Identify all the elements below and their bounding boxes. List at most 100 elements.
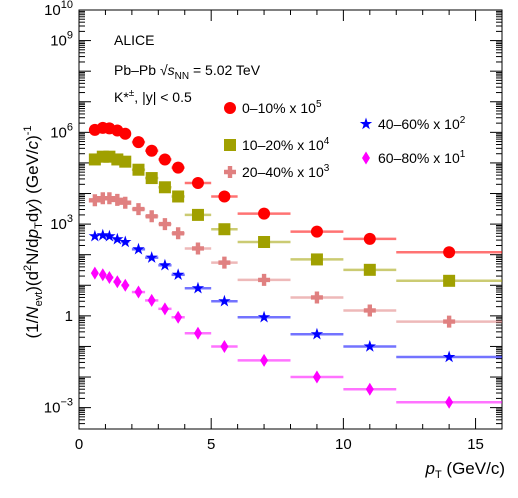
marker [310,253,323,266]
legend: 0–10% x 105 10–20% x 104 20–40% x 103 40–60… [224,99,466,180]
data-point [119,196,132,209]
legend-label: 0–10% x 105 [242,99,322,116]
marker [363,263,376,276]
x-tick-label: 5 [207,436,215,453]
data-point [145,144,159,157]
data-point [131,242,146,255]
data-point [343,339,397,352]
data-point [290,291,344,304]
data-point [103,229,116,242]
data-point [96,228,109,241]
particle-label: K*±, |y| < 0.5 [114,88,192,105]
data-point [113,275,122,289]
legend-marker [362,151,370,165]
experiment-label: ALICE [114,32,154,48]
marker [257,310,271,323]
data-point [290,253,344,266]
legend-entry: 20–40% x 103 [224,163,330,180]
data-point [98,268,107,282]
y-tick-label: 103 [50,213,73,233]
y-tick-label: 106 [50,121,73,141]
data-point [237,235,291,248]
data-point [290,327,344,340]
marker [145,251,158,263]
data-point [396,315,502,328]
data-point [396,395,502,409]
marker [105,270,114,284]
data-point [88,194,101,207]
marker [111,193,124,206]
data-point [158,258,172,271]
marker [119,196,132,209]
data-point [343,263,397,276]
data-point [290,225,344,238]
data-point [171,310,185,324]
marker [220,339,229,353]
data-point [131,203,146,216]
x-axis-title: pT (GeV/c) [425,459,506,481]
marker [191,208,204,221]
marker [310,327,324,340]
data-point [131,163,146,176]
data-point [343,232,397,245]
data-point [105,270,114,284]
data-point [211,223,238,236]
data-point [211,339,238,353]
data-point [211,294,238,307]
marker [147,293,156,307]
data-point [145,210,159,223]
x-tick-label: 15 [467,436,484,453]
data-series [88,121,502,409]
marker [191,177,204,190]
marker [172,161,185,174]
legend-marker [224,102,236,114]
data-point [158,218,172,231]
marker [218,223,231,236]
data-point [121,278,130,292]
data-point [184,177,212,190]
legend-entry: 40–60% x 102 [359,115,466,132]
y-tick-label: 109 [50,30,73,50]
marker [158,181,171,194]
data-point [131,136,146,149]
axis-ticks: 0 5 10 15 10−3 1 103 106 109 1010 [44,0,503,453]
marker [445,395,454,409]
marker [134,285,143,299]
marker [132,203,145,216]
legend-label: 10–20% x 104 [242,136,330,153]
data-point [111,232,124,245]
collision-system-label: Pb–Pb √sNN = 5.02 TeV [114,62,261,82]
marker [443,315,456,328]
marker [218,190,231,203]
marker [160,302,169,316]
data-point [396,246,502,259]
data-point [184,208,212,221]
marker [363,339,376,352]
marker [132,242,145,255]
legend-entry: 10–20% x 104 [224,136,330,153]
marker [145,144,158,157]
data-point [119,127,132,140]
data-point [158,153,172,166]
marker [443,274,456,287]
data-point [184,281,212,294]
marker [172,190,185,203]
marker [103,229,116,242]
marker [310,291,323,304]
marker [258,235,271,248]
marker [132,163,145,176]
data-point [184,326,212,340]
series-diamond [90,266,502,409]
legend-entry: 60–80% x 101 [362,149,466,166]
data-point [211,256,238,269]
data-point [237,310,291,323]
x-tick-label: 0 [75,436,83,453]
series-star [88,228,502,363]
data-point [171,190,185,203]
marker [442,350,456,363]
marker [191,281,205,294]
marker [103,192,116,205]
marker [258,273,271,286]
y-tick-label: 10−3 [44,397,73,417]
data-point [88,229,102,242]
